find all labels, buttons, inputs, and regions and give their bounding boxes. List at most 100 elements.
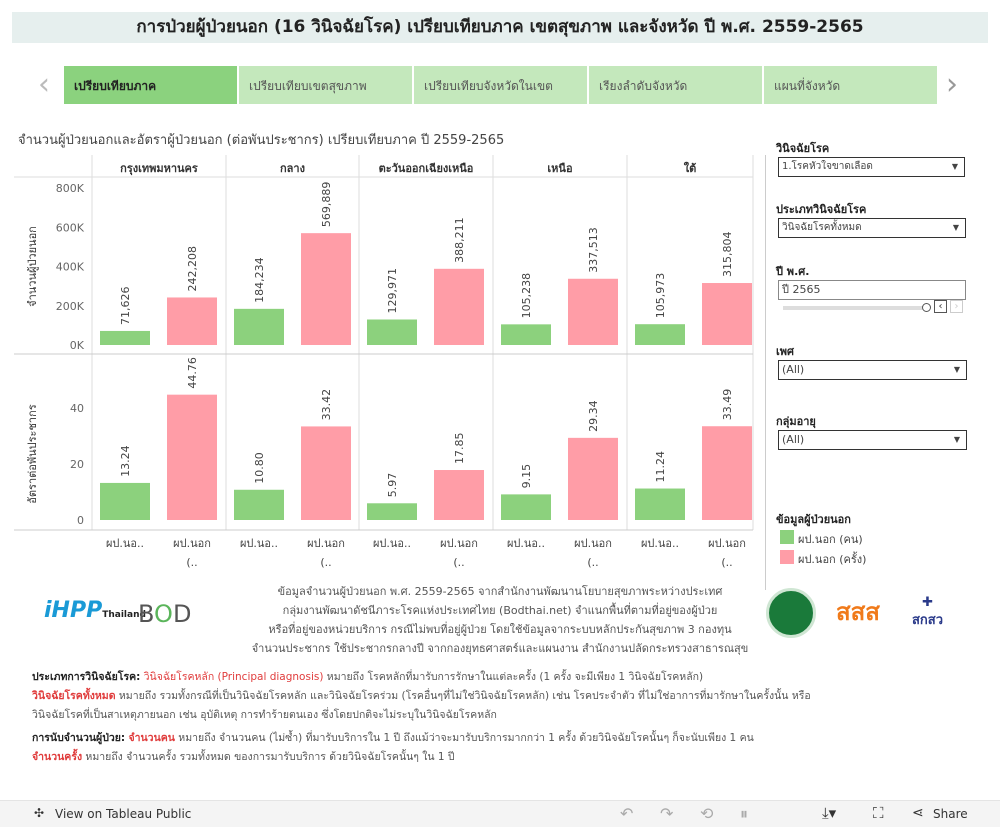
data-label: 242,208 [186,246,199,292]
data-label: 33.49 [721,389,734,421]
diag-type-value: วินิจฉัยโรคทั้งหมด [782,222,862,233]
legend-swatch-pink [780,550,794,564]
age-dropdown[interactable]: (All) ▼ [778,430,967,450]
diagnosis-value: 1.โรคหัวใจขาดเลือด [782,161,873,172]
diag-type-filter-label: ประเภทวินิจฉัยโรค [776,203,867,216]
bar [635,488,685,520]
x-tick-label: (.. [320,556,331,569]
x-tick-label: ผป.นอก [440,537,478,550]
age-filter-label: กลุ่มอายุ [776,415,816,428]
chart-title: จำนวนผู้ป่วยนอกและอัตราผู้ป่วยนอก (ต่อพั… [18,133,505,148]
tableau-footer: ✣ View on Tableau Public ↶ ↷ ⟲ ⏸ ⤓▾ ⛶ ⋖ … [0,800,1000,827]
note-term: จำนวนครั้ง [32,751,83,763]
region-header: ตะวันออกเฉียงเหนือ [379,162,474,175]
x-tick-label: ผป.นอ.. [507,537,545,550]
year-value: ปี 2565 [782,283,821,296]
y-axis-label: จำนวนผู้ป่วยนอก [26,226,39,307]
year-input[interactable]: ปี 2565 [778,280,966,300]
bar [100,330,150,345]
bar [434,470,484,520]
note-text: หมายถึง โรคหลักที่มารับการรักษาในแต่ละคร… [323,671,704,683]
data-label: 17.85 [453,433,466,465]
moph-logo [766,588,816,638]
download-icon[interactable]: ⤓▾ [822,804,837,822]
tab-province-rank[interactable]: เรียงลำดับจังหวัด [589,66,762,104]
year-prev-button[interactable]: ‹ [934,300,947,313]
data-label: 337,513 [587,227,600,272]
data-label: 11.24 [654,451,667,483]
source-line: กลุ่มงานพัฒนาดัชนีภาระโรคแห่งประเทศไทย (… [282,604,718,617]
legend-item-persons: ผป.นอก (คน) [798,533,863,546]
note-heading: การนับจำนวนผู้ป่วย: [32,732,126,744]
data-label: 388,211 [453,217,466,263]
data-label: 9.15 [520,464,533,489]
year-next-button[interactable]: › [950,300,963,313]
region-header: กรุงเทพมหานคร [120,162,198,176]
tsri-logo: ✚ สกสว [912,595,944,628]
tabs-next-arrow[interactable]: › [946,67,958,102]
y-tick-label: 20 [70,458,84,471]
divider [765,155,766,590]
fullscreen-icon[interactable]: ⛶ [873,804,884,822]
y-tick-label: 400K [56,261,85,274]
note-text: หมายถึง จำนวนครั้ง รวมทั้งหมด ของการมารั… [82,751,455,763]
data-label: 33.42 [320,389,333,421]
dropdown-arrow-icon: ▼ [953,365,960,374]
tab-region[interactable]: เปรียบเทียบภาค [64,66,237,104]
note-text: หมายถึง จำนวนคน (ไม่ซ้ำ) ที่มารับบริการใ… [174,732,754,744]
bar [234,308,284,345]
tableau-icon: ✣ [34,806,45,820]
year-slider-handle[interactable] [922,303,931,312]
x-tick-label: ผป.นอ.. [240,537,278,550]
legend-item-visits: ผป.นอก (ครั้ง) [798,553,867,566]
x-tick-label: (.. [587,556,598,569]
bod-logo: BOD [138,600,192,628]
pause-icon[interactable]: ⏸ [740,804,749,823]
dropdown-arrow-icon: ▼ [952,223,959,232]
year-slider-track[interactable] [783,306,928,310]
sex-dropdown[interactable]: (All) ▼ [778,360,967,380]
share-icon[interactable]: ⋖ [912,805,924,821]
share-button[interactable]: Share [933,807,968,821]
revert-icon[interactable]: ⟲ [700,804,714,823]
bar [234,489,284,520]
x-tick-label: ผป.นอก [574,537,612,550]
tabs-prev-arrow[interactable]: ‹ [38,67,50,102]
bar [167,297,217,345]
data-label: 105,973 [654,273,667,319]
data-label: 10.80 [253,452,266,484]
x-tick-label: ผป.นอก [708,537,746,550]
data-label: 44.76 [186,357,199,389]
view-on-tableau-link[interactable]: View on Tableau Public [55,807,192,821]
data-label: 5.97 [386,473,399,498]
bar [367,503,417,520]
data-label: 184,234 [253,257,266,303]
y-tick-label: 40 [70,402,84,415]
source-line: จำนวนประชากร ใช้ประชากรกลางปี จากกองยุทธ… [251,642,749,655]
tab-province-map[interactable]: แผนที่จังหวัด [764,66,937,104]
x-tick-label: ผป.นอก [307,537,345,550]
x-tick-label: ผป.นอก [173,537,211,550]
redo-icon[interactable]: ↷ [660,804,674,823]
tab-province-in-zone[interactable]: เปรียบเทียบจังหวัดในเขต [414,66,587,104]
note-term: วินิจฉัยโรคหลัก (Principal diagnosis) [143,671,324,683]
bar [568,437,618,520]
note-term: วินิจฉัยโรคทั้งหมด [32,690,116,702]
bar-chart: กรุงเทพมหานคร กลาง ตะวันออกเฉียงเหนือ เหนือ… [14,155,754,569]
legend-title: ข้อมูลผู้ป่วยนอก [776,513,851,526]
undo-icon[interactable]: ↶ [620,804,634,823]
diagnosis-dropdown[interactable]: 1.โรคหัวใจขาดเลือด ▼ [778,157,965,177]
source-line: หรือที่อยู่ของหน่วยบริการ กรณีไม่พบที่อย… [268,623,732,636]
age-value: (All) [782,433,805,446]
bar [501,324,551,345]
tab-health-zone[interactable]: เปรียบเทียบเขตสุขภาพ [239,66,412,104]
x-tick-label: ผป.นอ.. [106,537,144,550]
bar [702,283,752,345]
y-tick-label: 0K [70,339,85,352]
source-line: ข้อมูลจำนวนผู้ป่วยนอก พ.ศ. 2559-2565 จาก… [277,585,723,598]
data-label: 71,626 [119,286,132,325]
year-filter-label: ปี พ.ศ. [776,265,810,278]
dashboard-title: การป่วยผู้ป่วยนอก (16 วินิจฉัยโรค) เปรีย… [12,12,988,43]
region-header: ใต้ [684,161,697,175]
diag-type-dropdown[interactable]: วินิจฉัยโรคทั้งหมด ▼ [778,218,966,238]
